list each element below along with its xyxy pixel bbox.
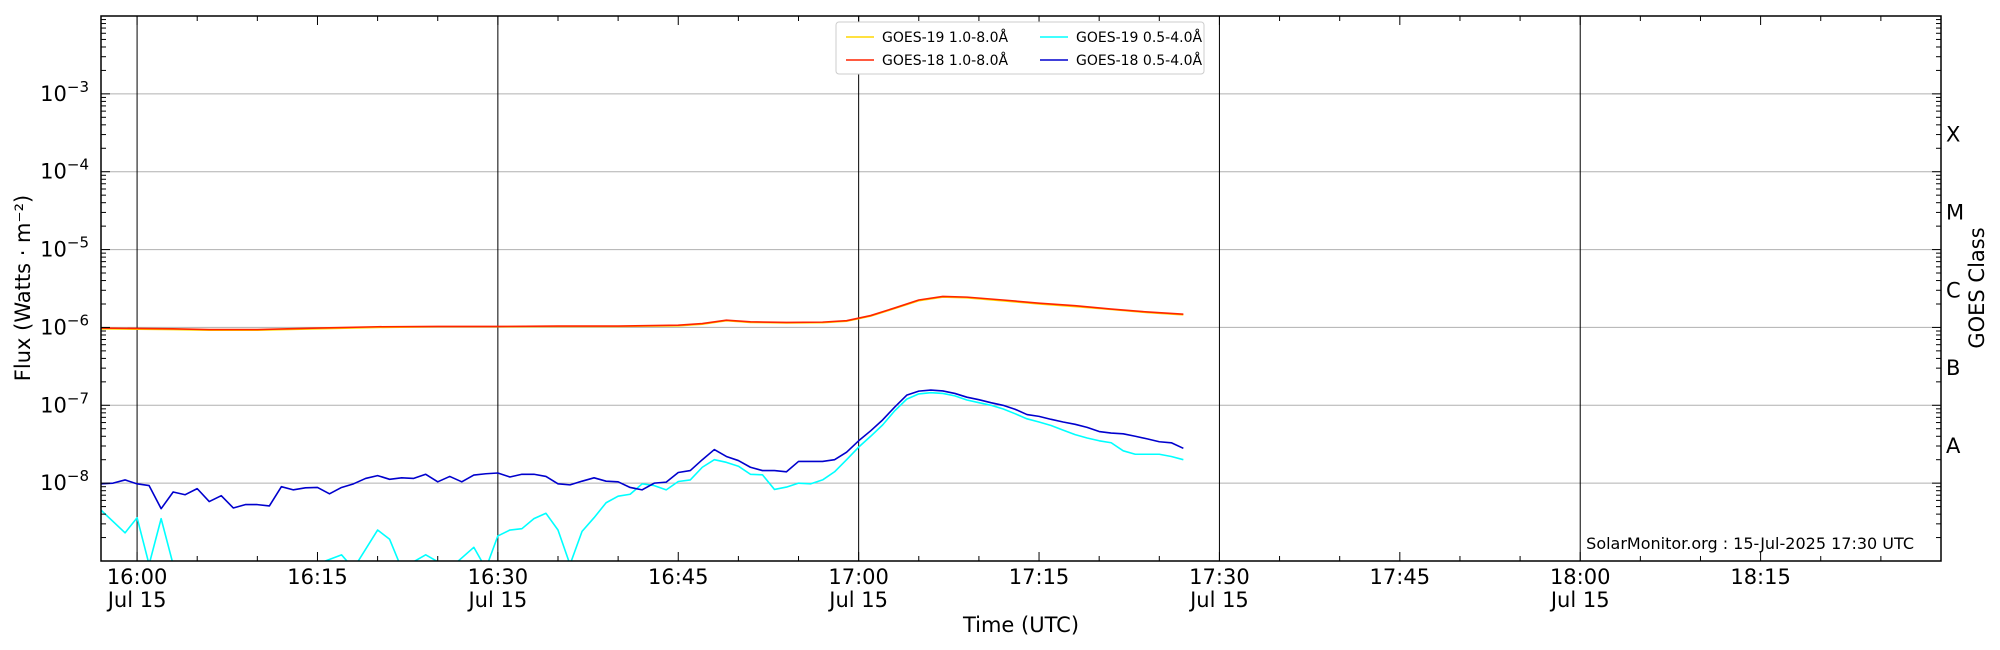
- x-tick-date-label: Jul 15: [827, 588, 888, 612]
- x-tick-label: 17:00: [828, 565, 889, 589]
- source-timestamp: SolarMonitor.org : 15-Jul-2025 17:30 UTC: [1586, 534, 1914, 553]
- goes-class-label: C: [1946, 278, 1961, 302]
- x-tick-label: 18:00: [1550, 565, 1611, 589]
- x-tick-date-label: Jul 15: [106, 588, 167, 612]
- x-tick-date-label: Jul 15: [1549, 588, 1610, 612]
- y-axis-title: Flux (Watts · m⁻²): [11, 195, 35, 381]
- legend-entry: GOES-19 0.5-4.0Å: [1076, 29, 1202, 46]
- goes-class-label: B: [1946, 356, 1960, 380]
- chart-legend: GOES-19 1.0-8.0Å GOES-18 1.0-8.0Å GOES-19 …: [835, 21, 1205, 75]
- y-tick-label: 10−4: [40, 156, 89, 184]
- x-tick-label: 18:15: [1730, 565, 1791, 589]
- goes-class-label: A: [1946, 434, 1961, 458]
- x-tick-label: 17:45: [1370, 565, 1431, 589]
- series-line: [101, 391, 1184, 561]
- x-tick-label: 16:30: [468, 565, 529, 589]
- y-tick-label: 10−8: [40, 467, 89, 495]
- series-line: [101, 389, 1184, 510]
- x-tick-label: 17:30: [1189, 565, 1250, 589]
- goes-class-axis-title: GOES Class: [1965, 227, 1989, 348]
- y-tick-label: 10−5: [40, 234, 89, 262]
- x-tick-label: 16:15: [287, 565, 348, 589]
- x-tick-label: 16:45: [648, 565, 709, 589]
- plot-frame: [100, 15, 1942, 562]
- y-tick-label: 10−6: [40, 311, 89, 339]
- x-tick-date-label: Jul 15: [1188, 588, 1249, 612]
- goes-class-label: X: [1946, 123, 1960, 147]
- x-axis-title: Time (UTC): [962, 613, 1079, 637]
- y-tick-label: 10−3: [40, 78, 89, 106]
- series-line: [101, 295, 1184, 331]
- data-series: [101, 295, 1184, 561]
- x-tick-date-label: Jul 15: [466, 588, 527, 612]
- legend-box: [835, 21, 1205, 75]
- goes-class-label: M: [1946, 200, 1964, 224]
- legend-entry: GOES-19 1.0-8.0Å: [882, 29, 1008, 46]
- x-tick-label: 16:00: [107, 565, 168, 589]
- legend-entry: GOES-18 1.0-8.0Å: [882, 52, 1008, 69]
- y-tick-label: 10−7: [40, 389, 89, 417]
- x-tick-label: 17:15: [1009, 565, 1070, 589]
- grid-lines: [101, 16, 1941, 561]
- legend-entry: GOES-18 0.5-4.0Å: [1076, 52, 1202, 69]
